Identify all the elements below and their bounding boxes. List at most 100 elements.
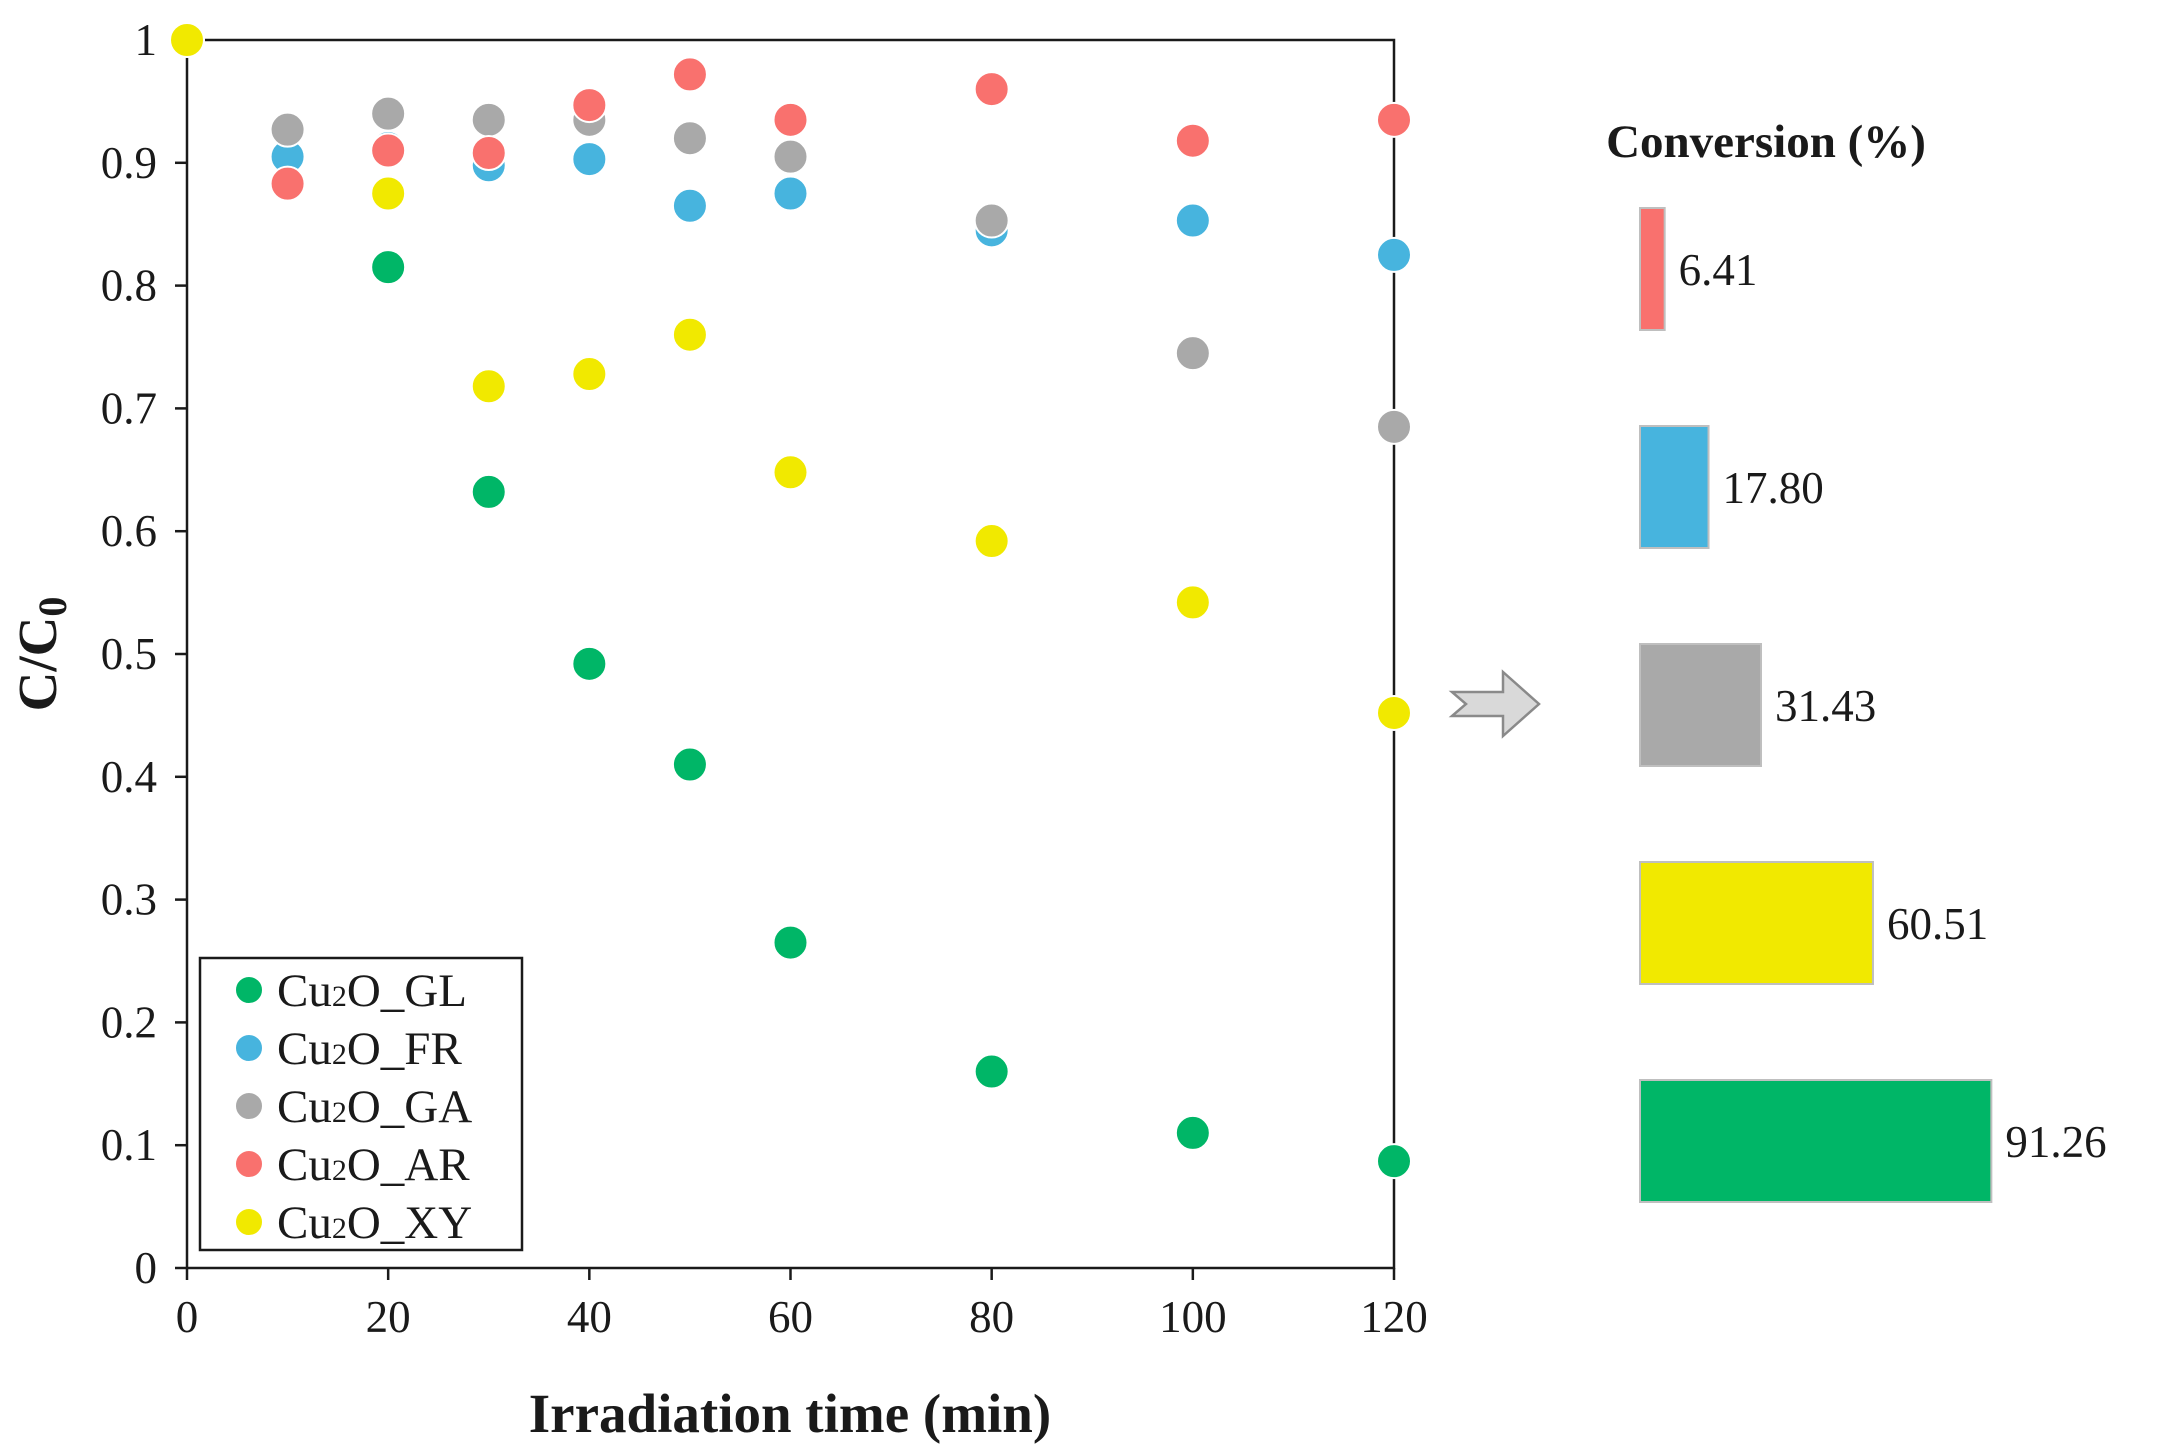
- legend-marker: [234, 975, 264, 1005]
- conversion-bar: [1639, 207, 1666, 331]
- legend-label-part: O_AR: [347, 1139, 470, 1191]
- data-point: [1174, 202, 1211, 239]
- series-cu2o-ar: [269, 56, 1412, 202]
- y-tick-label: 0.7: [101, 383, 157, 433]
- data-point: [671, 316, 708, 353]
- conversion-bars: 6.41 17.80 31.43 60.51 91.26: [1639, 207, 2107, 1203]
- y-tick-label: 0.9: [101, 138, 157, 188]
- data-point: [571, 645, 608, 682]
- conversion-value-label: 17.80: [1723, 463, 1824, 513]
- data-point: [1174, 122, 1211, 159]
- data-point: [973, 1053, 1010, 1090]
- scatter-points: [169, 22, 1412, 1180]
- data-point: [370, 249, 407, 286]
- x-tick-label: 40: [567, 1292, 612, 1342]
- conversion-bar: [1639, 643, 1763, 767]
- y-tick-label: 0.5: [101, 629, 157, 679]
- y-tick-label: 0.2: [101, 997, 157, 1047]
- conversion-bar: [1639, 425, 1710, 549]
- y-tick-label: 0.4: [101, 752, 157, 802]
- data-point: [1174, 335, 1211, 372]
- series-cu2o-fr: [269, 130, 1412, 273]
- x-tick-label: 60: [768, 1292, 813, 1342]
- data-point: [571, 87, 608, 124]
- legend-label-subscript: 2: [332, 980, 347, 1013]
- data-point: [671, 120, 708, 157]
- data-point: [470, 473, 507, 510]
- data-point: [169, 22, 205, 58]
- legend-label-subscript: 2: [332, 1154, 347, 1187]
- data-point: [772, 101, 809, 138]
- x-tick-label: 80: [969, 1292, 1014, 1342]
- legend-label-part: O_FR: [347, 1023, 463, 1075]
- legend-label-part: Cu: [277, 965, 332, 1017]
- y-tick-label: 0.8: [101, 261, 157, 311]
- x-axis-ticks: 0 20 40 60 80 100 120: [176, 1268, 1428, 1342]
- data-point: [1376, 408, 1412, 445]
- conversion-value-label: 31.43: [1775, 681, 1876, 731]
- data-point: [772, 175, 809, 212]
- data-point: [671, 746, 708, 783]
- y-tick-label: 0: [135, 1243, 158, 1293]
- legend-label: Cu2O_AR: [277, 1139, 470, 1191]
- data-point: [470, 368, 507, 405]
- x-axis-title: Irradiation time (min): [529, 1383, 1051, 1444]
- y-axis-title-main: C/C: [7, 617, 68, 712]
- legend-label-part: O_XY: [347, 1197, 472, 1249]
- conversion-title: Conversion (%): [1606, 116, 1926, 168]
- data-point: [772, 454, 809, 491]
- y-axis-title-subscript: 0: [30, 597, 75, 617]
- legend-label-part: O_GA: [347, 1081, 472, 1133]
- conversion-value-label: 91.26: [2005, 1117, 2106, 1167]
- legend-label: Cu2O_GL: [277, 965, 467, 1017]
- data-point: [470, 134, 507, 171]
- legend-label-subscript: 2: [332, 1096, 347, 1129]
- y-tick-label: 0.6: [101, 506, 157, 556]
- data-point: [772, 138, 809, 175]
- data-point: [1376, 236, 1412, 273]
- legend-label-subscript: 2: [332, 1212, 347, 1245]
- y-tick-label: 1: [135, 15, 158, 65]
- legend-marker: [234, 1149, 264, 1179]
- data-point: [470, 101, 507, 138]
- conversion-value-label: 6.41: [1679, 245, 1758, 295]
- legend-label-part: Cu: [277, 1197, 332, 1249]
- x-tick-label: 20: [366, 1292, 411, 1342]
- x-tick-label: 120: [1360, 1292, 1428, 1342]
- data-point: [671, 56, 708, 93]
- data-point: [772, 924, 809, 961]
- data-point: [269, 111, 306, 148]
- data-point: [370, 132, 407, 169]
- y-axis-title: C/C0: [7, 597, 75, 712]
- y-axis-ticks: 0 0.1 0.2 0.3 0.4 0.5 0.6 0.7 0.8 0.9 1: [101, 15, 187, 1293]
- data-point: [370, 95, 407, 132]
- arrow-icon: [1448, 669, 1541, 739]
- data-point: [571, 356, 608, 393]
- legend-label: Cu2O_XY: [277, 1197, 472, 1249]
- legend-label-subscript: 2: [332, 1038, 347, 1071]
- data-point: [671, 187, 708, 224]
- series-cu2o-xy: [169, 22, 1412, 731]
- data-point: [973, 71, 1010, 108]
- data-point: [1174, 1114, 1211, 1151]
- legend-label-part: Cu: [277, 1023, 332, 1075]
- y-tick-label: 0.3: [101, 875, 157, 925]
- legend-label-part: Cu: [277, 1081, 332, 1133]
- data-point: [1376, 101, 1412, 138]
- data-point: [1376, 694, 1412, 731]
- legend-marker: [234, 1091, 264, 1121]
- data-point: [1174, 584, 1211, 621]
- data-point: [973, 202, 1010, 239]
- legend-label: Cu2O_GA: [277, 1081, 472, 1133]
- series-cu2o-ga: [269, 95, 1412, 445]
- legend-label: Cu2O_FR: [277, 1023, 462, 1075]
- x-tick-label: 0: [176, 1292, 199, 1342]
- conversion-bar: [1639, 861, 1874, 985]
- legend-marker: [234, 1207, 264, 1237]
- y-tick-label: 0.1: [101, 1120, 157, 1170]
- conversion-value-label: 60.51: [1887, 899, 1988, 949]
- data-point: [973, 523, 1010, 560]
- data-point: [571, 141, 608, 178]
